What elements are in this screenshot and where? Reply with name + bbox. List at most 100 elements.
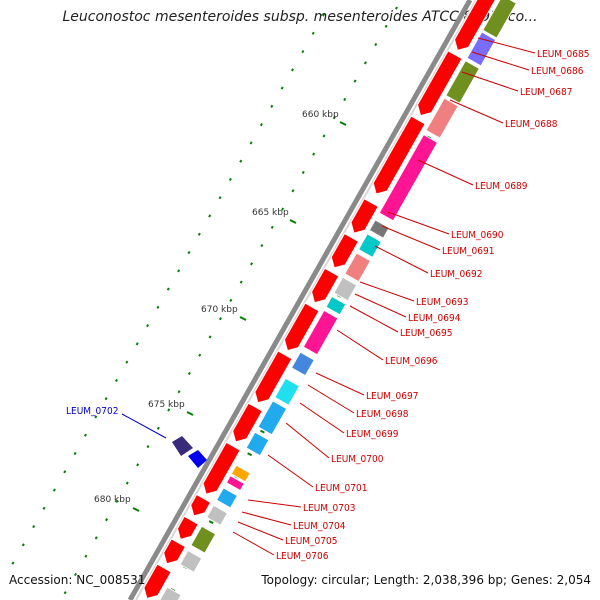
gene-label-leum-0696[interactable]: LEUM_0696: [385, 356, 438, 367]
gene-label-leum-0705[interactable]: LEUM_0705: [285, 536, 337, 547]
cds-arrow[interactable]: [350, 198, 379, 234]
label-leader-lines: [121, 37, 536, 556]
gene-label-leum-0698[interactable]: LEUM_0698: [356, 409, 409, 420]
feature-block[interactable]: [257, 400, 288, 436]
gene-label-leum-0701[interactable]: LEUM_0701: [315, 483, 367, 494]
label-leader-line-reverse: [121, 413, 167, 439]
feature-block[interactable]: [357, 233, 382, 259]
label-leader-line: [285, 422, 330, 459]
scale-tick: [249, 141, 253, 145]
gene-label-leum-0694[interactable]: LEUM_0694: [408, 313, 461, 324]
label-leader-line: [349, 305, 399, 333]
gene-label-leum-0704[interactable]: LEUM_0704: [293, 521, 346, 532]
scale-tick: [208, 214, 212, 218]
scale-tick: [156, 426, 160, 430]
reverse-feature[interactable]: [188, 450, 207, 468]
gene-label-leum-0690[interactable]: LEUM_0690: [451, 230, 504, 241]
gene-label-leum-0703[interactable]: LEUM_0703: [303, 503, 355, 514]
cds-arrow[interactable]: [143, 563, 172, 600]
gene-label-leum-0685[interactable]: LEUM_0685: [537, 49, 589, 60]
feature-block[interactable]: [344, 252, 372, 283]
feature-block[interactable]: [290, 351, 315, 377]
feature-block[interactable]: [159, 586, 182, 600]
feature-block[interactable]: [302, 309, 339, 356]
cds-arrow[interactable]: [202, 441, 241, 495]
gene-label-leum-0686[interactable]: LEUM_0686: [531, 66, 584, 77]
feature-tick: [208, 520, 214, 525]
gene-label-leum-0702[interactable]: LEUM_0702: [66, 406, 118, 417]
major-scale-tick: [186, 411, 194, 416]
gene-label-leum-0692[interactable]: LEUM_0692: [430, 269, 482, 280]
cds-arrow[interactable]: [176, 515, 199, 540]
scale-tick: [125, 360, 129, 364]
scale-tick: [239, 280, 243, 284]
cds-arrow[interactable]: [283, 302, 320, 352]
gene-label-leum-0688[interactable]: LEUM_0688: [505, 119, 558, 130]
scale-tick: [156, 305, 160, 309]
feature-block[interactable]: [274, 377, 301, 406]
feature-tick: [259, 429, 265, 434]
scale-tick: [177, 269, 181, 273]
feature-block[interactable]: [245, 431, 270, 457]
scale-tick: [94, 536, 98, 540]
gene-label-leum-0691[interactable]: LEUM_0691: [442, 246, 494, 257]
major-scale-tick: [239, 316, 247, 321]
feature-block[interactable]: [230, 464, 251, 483]
cds-arrow[interactable]: [232, 402, 264, 443]
scale-tick: [394, 6, 398, 10]
gene-label-leum-0697[interactable]: LEUM_0697: [366, 391, 418, 402]
scale-tick: [32, 525, 36, 529]
cds-arrow[interactable]: [254, 350, 293, 404]
feature-block[interactable]: [190, 525, 217, 554]
gene-label-leum-0687[interactable]: LEUM_0687: [520, 87, 572, 98]
gene-label-leum-0695[interactable]: LEUM_0695: [400, 328, 452, 339]
cds-arrow[interactable]: [163, 538, 187, 565]
scale-tick: [228, 177, 232, 182]
reverse-feature[interactable]: [172, 436, 193, 456]
feature-block[interactable]: [215, 487, 239, 509]
gene-label-leum-0706[interactable]: LEUM_0706: [276, 551, 329, 562]
label-leader-line: [267, 454, 314, 488]
feature-block[interactable]: [378, 133, 439, 222]
cds-arrow[interactable]: [372, 115, 426, 195]
feature-block[interactable]: [425, 97, 459, 139]
label-leader-line: [247, 499, 302, 508]
scale-tick: [281, 207, 285, 211]
gene-label-leum-0689[interactable]: LEUM_0689: [475, 181, 528, 192]
scale-tick: [74, 572, 78, 577]
cds-arrow[interactable]: [311, 267, 340, 304]
label-leader-line: [374, 245, 429, 274]
feature-block[interactable]: [225, 474, 245, 492]
scale-tick: [167, 408, 171, 412]
kbp-label-680: 680 kbp: [94, 495, 131, 505]
feature-block[interactable]: [325, 295, 347, 316]
gene-label-leum-0693[interactable]: LEUM_0693: [416, 297, 468, 308]
cds-arrow[interactable]: [330, 232, 360, 269]
scale-tick: [208, 335, 212, 339]
scale-tick: [197, 232, 201, 236]
feature-block[interactable]: [445, 59, 481, 105]
feature-block[interactable]: [482, 0, 518, 39]
kbp-label-660: 660 kbp: [302, 110, 339, 120]
scale-tick: [311, 31, 315, 35]
feature-block[interactable]: [205, 504, 229, 527]
scale-tick: [363, 61, 367, 65]
scale-tick: [291, 189, 295, 193]
scale-tick: [280, 86, 284, 90]
genome-title: Leuconostoc mesenteroides subsp. mesente…: [62, 9, 538, 25]
genome-backbone-inner: [135, 0, 477, 600]
feature-tick: [247, 452, 253, 457]
feature-block[interactable]: [179, 549, 203, 573]
label-leader-line: [237, 521, 284, 541]
gene-label-leum-0700[interactable]: LEUM_0700: [331, 454, 384, 465]
cds-arrow[interactable]: [417, 50, 463, 117]
major-scale-tick: [289, 219, 297, 224]
scale-tick: [270, 104, 274, 108]
cds-arrow[interactable]: [190, 493, 212, 517]
feature-block[interactable]: [368, 219, 390, 239]
label-leader-line: [387, 211, 450, 235]
feature-block[interactable]: [333, 276, 358, 302]
gene-label-leum-0699[interactable]: LEUM_0699: [346, 429, 399, 440]
cds-arrow[interactable]: [453, 0, 499, 52]
